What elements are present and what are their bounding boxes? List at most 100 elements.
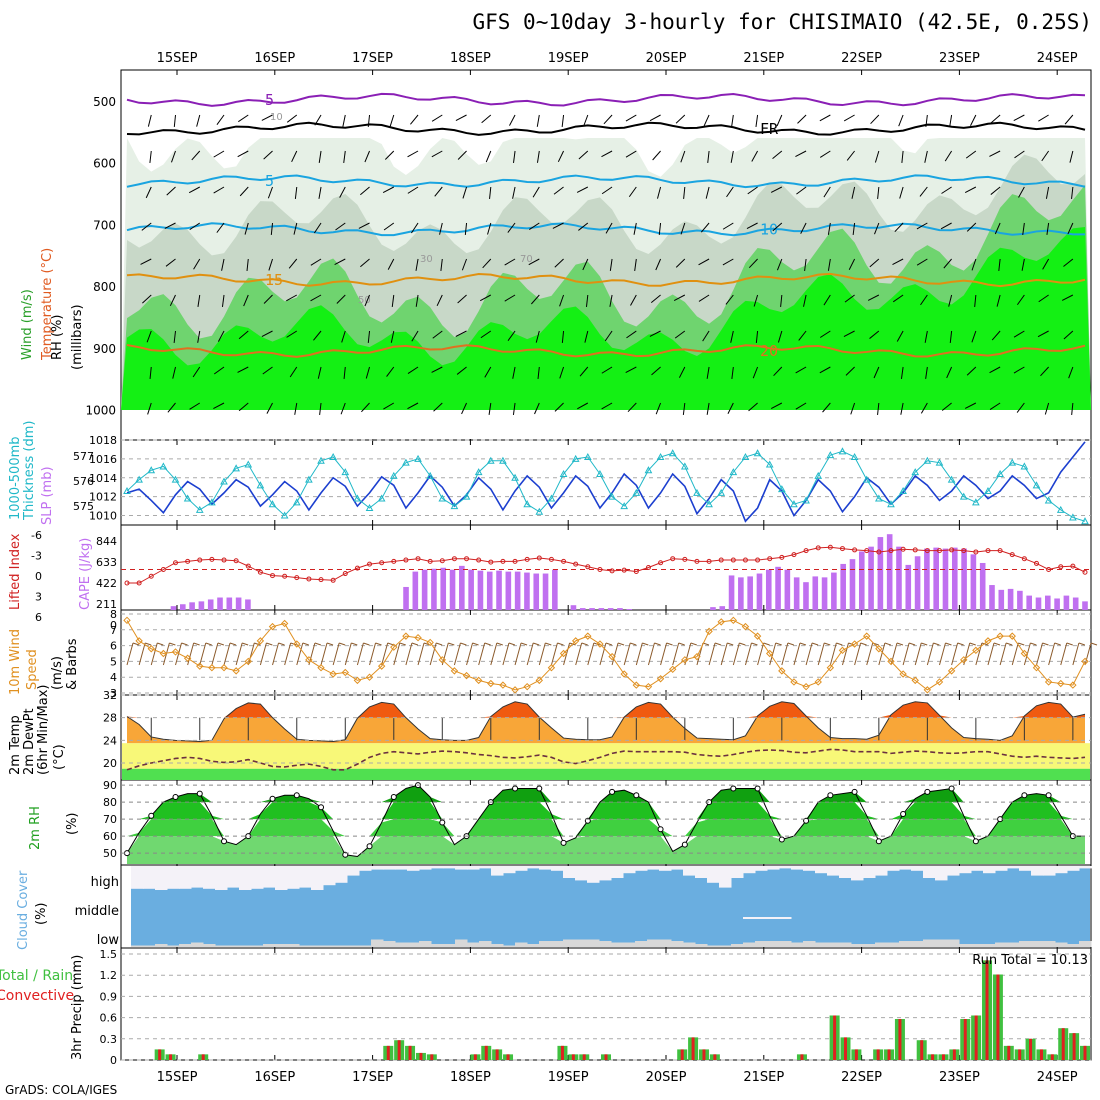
wind-marker (766, 649, 774, 658)
cloud-high-gap (935, 866, 948, 881)
cloud-high-gap (755, 866, 768, 871)
wind-barb (1038, 294, 1049, 303)
cloud-high-gap (587, 866, 600, 883)
rh-contour-label: 50 (358, 295, 371, 306)
li-marker (561, 558, 567, 564)
precip-convective-bar (430, 1054, 434, 1060)
wind-barb (429, 642, 437, 666)
y-tick-label: high (91, 875, 119, 890)
wind-barb (625, 366, 637, 374)
wind-barb-flag (860, 642, 867, 646)
wind-marker (753, 632, 762, 640)
cloud-middle-gap (767, 917, 780, 919)
cloud-high-gap (323, 866, 336, 886)
wind-barb (411, 330, 419, 342)
rh-marker (827, 792, 834, 799)
cape-bar (942, 548, 949, 610)
wind-barb (657, 186, 662, 199)
thickness-marker (765, 460, 774, 468)
wind-marker (790, 678, 798, 686)
wind-barb-flag (824, 642, 831, 646)
wind-barb-flag (533, 642, 540, 646)
li-marker (294, 575, 300, 581)
precip-convective-bar (876, 1049, 880, 1060)
wind-barb (530, 294, 540, 305)
thickness-marker (159, 462, 168, 470)
wind-barb (1013, 366, 1025, 374)
wind-barb (534, 402, 540, 415)
wind-barb (343, 150, 346, 163)
li-marker (512, 558, 518, 564)
cloud-high-gap (239, 866, 252, 890)
thickness-marker (571, 454, 580, 462)
cloud-high-gap (707, 866, 720, 883)
thickness-marker (899, 486, 907, 494)
wind-barb (634, 258, 637, 271)
wind-barb (238, 402, 249, 412)
cloud-high-gap (263, 866, 276, 888)
wind-barb (387, 258, 395, 270)
thickness-marker (292, 498, 301, 506)
wind-marker (984, 637, 992, 645)
wind-barb (626, 330, 637, 339)
wind-barb (966, 366, 977, 376)
wind-barb (213, 366, 225, 375)
li-marker (658, 560, 664, 566)
wind-barb (823, 186, 831, 198)
wind-barb (623, 642, 631, 666)
wind-barb (552, 222, 564, 229)
wind-barb (341, 330, 346, 343)
wind-barb (702, 330, 710, 342)
thickness-marker (268, 500, 277, 508)
wind-marker (196, 662, 204, 670)
wind-barb (502, 642, 510, 666)
wind-barb (360, 186, 370, 196)
cloud-high-gap (719, 866, 732, 888)
cloud-low-bar (779, 941, 792, 947)
wind-barb (535, 330, 540, 343)
wind-barb (221, 294, 225, 307)
wind-barb (627, 402, 637, 413)
wind-barb (869, 258, 880, 268)
wind-barb (261, 114, 273, 121)
x-tick-label-top: 17SEP (352, 51, 393, 66)
li-tick-label: -3 (31, 550, 42, 563)
li-marker (221, 557, 227, 563)
wind-barb (244, 222, 249, 235)
wind-barb (899, 186, 904, 199)
wind-marker (1020, 649, 1029, 658)
wind-marker (717, 618, 725, 626)
cloud-high-gap (155, 866, 168, 890)
x-tick-label-bottom: 23SEP (939, 1070, 980, 1085)
wind-barb (773, 366, 783, 377)
cloud-high-gap (551, 866, 564, 871)
wind-barb (585, 294, 589, 307)
rh-marker (1021, 792, 1028, 799)
left-tick-label: 576 (73, 475, 94, 488)
wind-barb (381, 642, 389, 666)
precip-convective-bar (800, 1054, 804, 1060)
li-tick-label: 0 (35, 570, 42, 583)
wind-barb (674, 330, 686, 339)
cloud-low-bar (287, 944, 300, 947)
wind-barb-flag (1005, 642, 1013, 646)
cloud-high-gap (491, 866, 504, 876)
li-marker (767, 556, 773, 562)
cloud-high-gap (371, 866, 384, 870)
wind-barb (843, 330, 855, 337)
cloud-middle-gap (779, 917, 792, 919)
cloud-high-gap (275, 866, 288, 890)
cloud-high-gap (143, 866, 156, 889)
thickness-marker (1020, 462, 1029, 470)
cape-bar (514, 571, 521, 610)
rh-marker (681, 841, 688, 848)
wind-marker (135, 637, 143, 645)
wind-barb (625, 114, 637, 122)
wind-barb (268, 258, 273, 271)
wind-barb (1038, 114, 1049, 122)
cloud-high-gap (131, 866, 144, 889)
wind-barb (318, 150, 322, 163)
wind-barb (383, 402, 395, 410)
thickness-marker (305, 475, 313, 483)
y-tick-label: 7 (110, 624, 117, 637)
